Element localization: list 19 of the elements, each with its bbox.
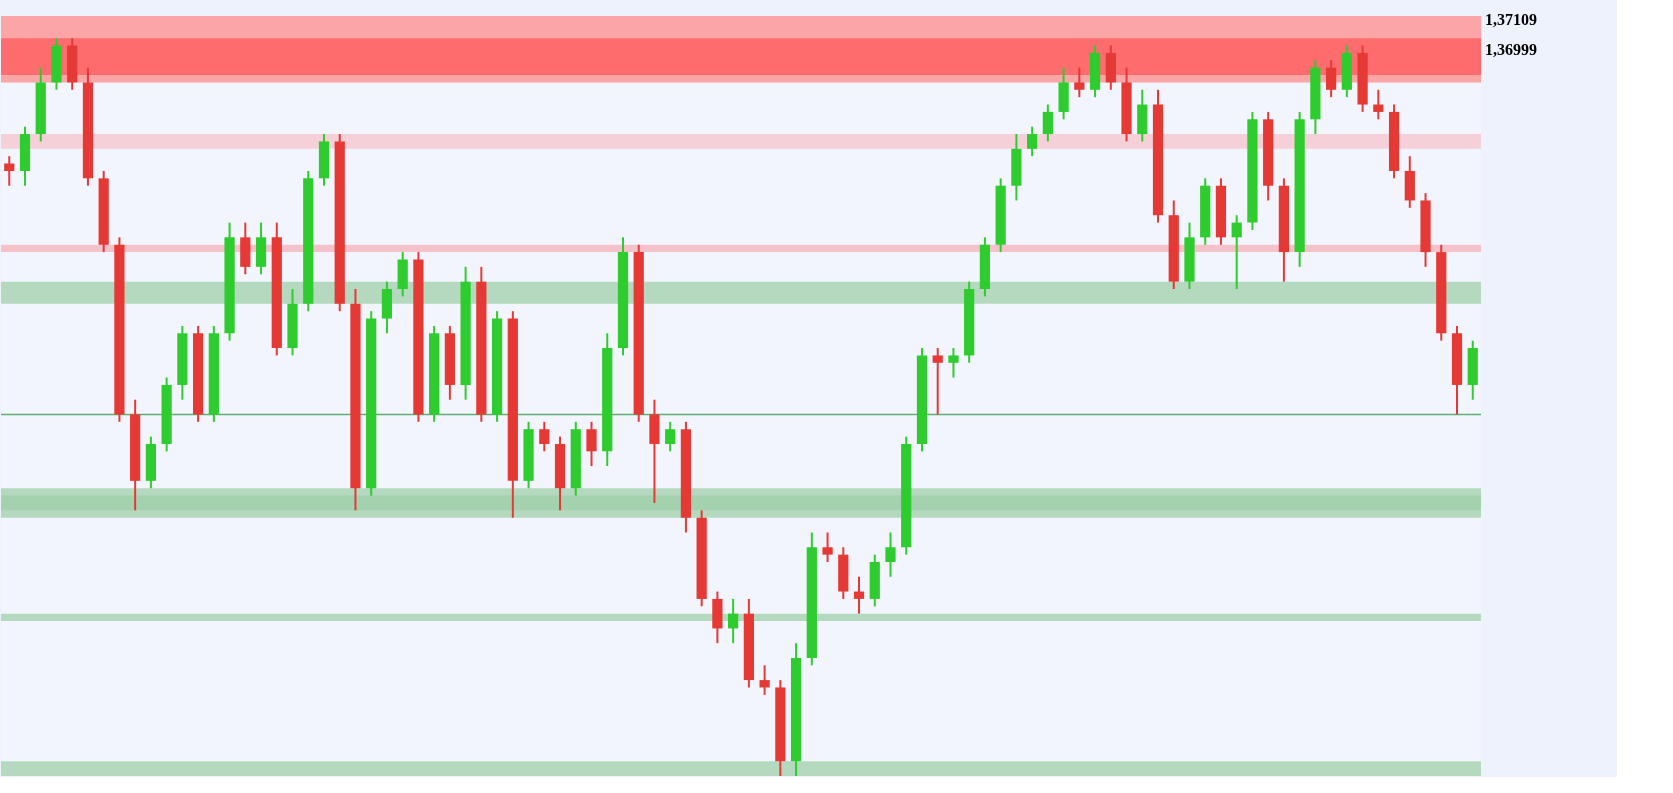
- candlestick: [4, 155, 15, 187]
- candlestick: [885, 531, 896, 578]
- candlestick: [1042, 103, 1053, 143]
- candlestick: [1231, 214, 1242, 291]
- candlestick: [932, 347, 943, 416]
- text: 1,36999: [1485, 41, 1537, 58]
- candlestick: [1326, 59, 1337, 99]
- candlestick: [665, 420, 676, 453]
- candlestick: [822, 531, 833, 564]
- candlestick: [948, 347, 959, 379]
- candlestick: [853, 575, 865, 615]
- candlestick: [1074, 66, 1085, 99]
- candlestick: [586, 420, 597, 468]
- candlestick: [759, 664, 770, 696]
- candlestick: [728, 597, 739, 645]
- candlestick: [1027, 125, 1038, 158]
- text: 1,37109: [1485, 11, 1537, 28]
- candlestick: [1373, 88, 1384, 121]
- candlestick: [539, 420, 550, 453]
